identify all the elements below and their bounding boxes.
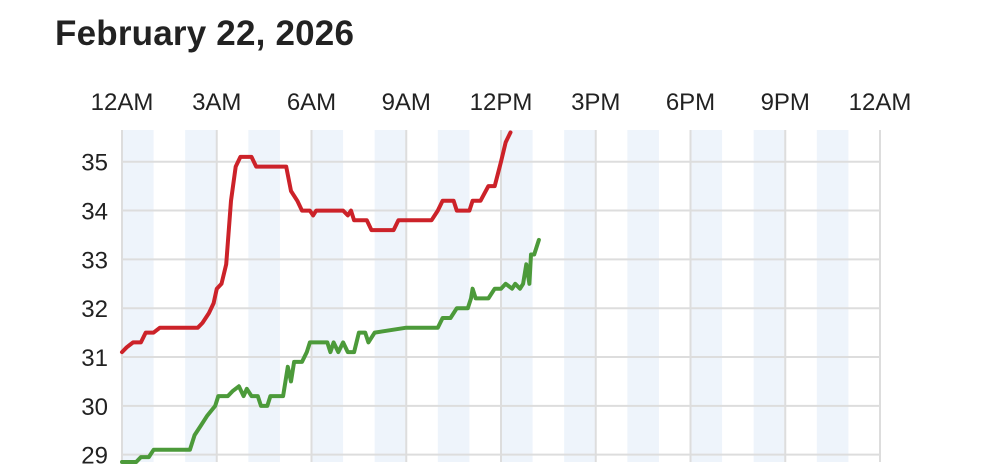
series-line-2 bbox=[120, 237, 541, 464]
chart-title: February 22, 2026 bbox=[55, 14, 355, 53]
hour-bands bbox=[122, 130, 849, 462]
x-tick-label: 9AM bbox=[382, 89, 431, 116]
y-tick-label: 33 bbox=[81, 247, 108, 274]
x-tick-label: 3AM bbox=[192, 89, 241, 116]
hour-band bbox=[564, 130, 596, 462]
hour-band bbox=[374, 130, 407, 462]
x-axis-labels: 12AM 3AM 6AM 9AM 12PM 3PM 6PM 9PM 12AM bbox=[91, 89, 912, 116]
hour-band bbox=[122, 130, 154, 462]
hour-band bbox=[627, 130, 659, 462]
grid-lines bbox=[121, 130, 881, 462]
y-tick-label: 32 bbox=[81, 296, 108, 323]
y-tick-label: 35 bbox=[81, 150, 108, 177]
hour-band bbox=[437, 130, 470, 462]
series-lines bbox=[120, 130, 541, 464]
x-tick-label: 6AM bbox=[287, 89, 336, 116]
x-tick-label: 12AM bbox=[849, 89, 912, 116]
x-tick-label: 12PM bbox=[470, 89, 533, 116]
x-tick-label: 3PM bbox=[571, 89, 620, 116]
hour-band bbox=[816, 130, 849, 462]
x-tick-label: 12AM bbox=[91, 89, 154, 116]
x-tick-label: 6PM bbox=[666, 89, 715, 116]
y-tick-label: 31 bbox=[81, 345, 108, 372]
y-tick-label: 30 bbox=[81, 394, 108, 421]
hour-band bbox=[248, 130, 280, 462]
series-line-1 bbox=[120, 130, 513, 355]
hour-band bbox=[501, 130, 533, 462]
y-tick-label: 29 bbox=[81, 443, 108, 470]
x-tick-label: 9PM bbox=[761, 89, 810, 116]
y-tick-label: 34 bbox=[81, 199, 108, 226]
y-axis-labels: 29 30 31 32 33 34 35 bbox=[81, 150, 108, 470]
hour-band bbox=[311, 130, 344, 462]
hour-band bbox=[753, 130, 786, 462]
hour-band bbox=[690, 130, 723, 462]
